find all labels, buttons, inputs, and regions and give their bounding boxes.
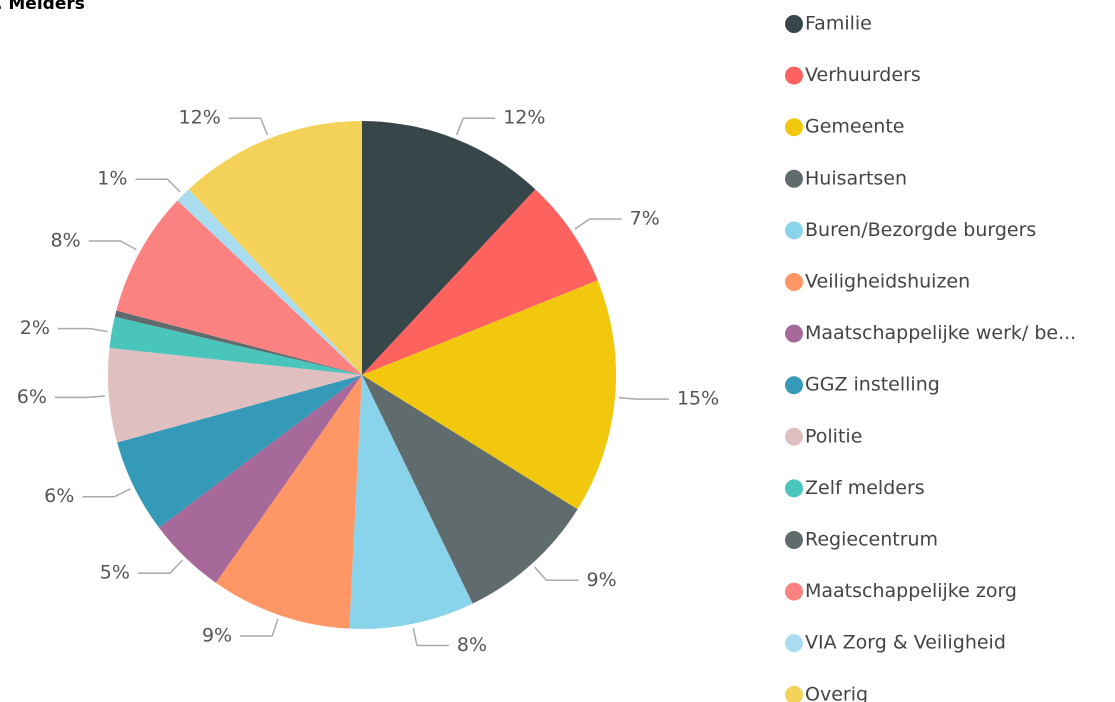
data-label: 12% bbox=[179, 107, 221, 129]
pie-slice bbox=[362, 375, 578, 604]
legend-label: Buren/Bezorgde burgers bbox=[805, 219, 1036, 241]
leader-line bbox=[455, 117, 496, 136]
legend-swatch bbox=[785, 685, 803, 702]
legend-label: VIA Zorg & Veiligheid bbox=[805, 632, 1006, 654]
legend-label: Maatschappelijke zorg bbox=[805, 580, 1017, 602]
legend-swatch bbox=[785, 15, 803, 33]
leader-line bbox=[88, 240, 137, 251]
legend-swatch bbox=[785, 169, 803, 188]
legend-label: Regiecentrum bbox=[805, 529, 938, 551]
legend-swatch bbox=[785, 324, 803, 343]
data-label: 8% bbox=[457, 634, 487, 656]
data-label: 9% bbox=[587, 569, 617, 591]
data-label: 2% bbox=[20, 317, 50, 339]
legend-swatch bbox=[785, 634, 803, 653]
legend-swatch bbox=[785, 376, 803, 395]
legend-label: Familie bbox=[805, 13, 872, 35]
leader-line bbox=[618, 396, 669, 400]
legend-label: Verhuurders bbox=[805, 64, 921, 86]
data-label: 8% bbox=[51, 230, 81, 252]
legend-label: Politie bbox=[805, 425, 862, 447]
pie-slice bbox=[177, 189, 362, 375]
data-label: 6% bbox=[44, 485, 74, 507]
legend-label: Huisartsen bbox=[805, 167, 907, 189]
pie-slice bbox=[116, 200, 362, 375]
data-label: 12% bbox=[503, 107, 545, 129]
legend-label: Zelf melders bbox=[805, 477, 925, 499]
pie-slice bbox=[215, 375, 362, 629]
data-label: 6% bbox=[17, 386, 47, 408]
leader-line bbox=[137, 559, 183, 574]
data-label: 7% bbox=[630, 207, 660, 229]
legend-label: Gemeente bbox=[805, 116, 904, 138]
pie-slice bbox=[114, 310, 362, 375]
data-label: 1% bbox=[97, 168, 127, 190]
legend-swatch bbox=[785, 479, 803, 498]
pie-slice bbox=[349, 375, 473, 629]
legend-swatch bbox=[785, 118, 803, 137]
leader-line bbox=[228, 117, 269, 136]
leader-line bbox=[533, 566, 579, 582]
leader-line bbox=[412, 627, 449, 647]
legend-label: Maatschappelijke werk/ be... bbox=[805, 322, 1076, 344]
legend-label: Veiligheidshuizen bbox=[805, 271, 970, 293]
pie-slice bbox=[158, 375, 362, 583]
pie-slice bbox=[108, 348, 362, 443]
pie-slice bbox=[117, 375, 362, 528]
legend-swatch bbox=[785, 427, 803, 446]
leader-line bbox=[574, 218, 622, 230]
legend-label: GGZ instelling bbox=[805, 374, 940, 396]
leader-line bbox=[135, 178, 181, 193]
legend-swatch bbox=[785, 531, 803, 549]
legend-swatch bbox=[785, 273, 803, 291]
legend-label: Overig bbox=[805, 683, 868, 702]
leader-line bbox=[82, 488, 131, 498]
legend-swatch bbox=[785, 221, 803, 240]
pie-slice bbox=[362, 280, 616, 510]
leader-line bbox=[54, 395, 105, 399]
leader-line bbox=[57, 327, 108, 333]
legend-swatch bbox=[785, 582, 803, 601]
pie-slice bbox=[188, 121, 362, 375]
data-label: 5% bbox=[100, 562, 130, 584]
pie-slice bbox=[109, 316, 362, 375]
chart-title: . Melders bbox=[0, 0, 85, 14]
legend-swatch bbox=[785, 66, 803, 85]
data-label: 15% bbox=[677, 388, 719, 410]
leader-line bbox=[240, 618, 279, 637]
pie-slice bbox=[362, 121, 536, 375]
pie-slice bbox=[362, 189, 598, 375]
data-label: 9% bbox=[202, 624, 232, 646]
